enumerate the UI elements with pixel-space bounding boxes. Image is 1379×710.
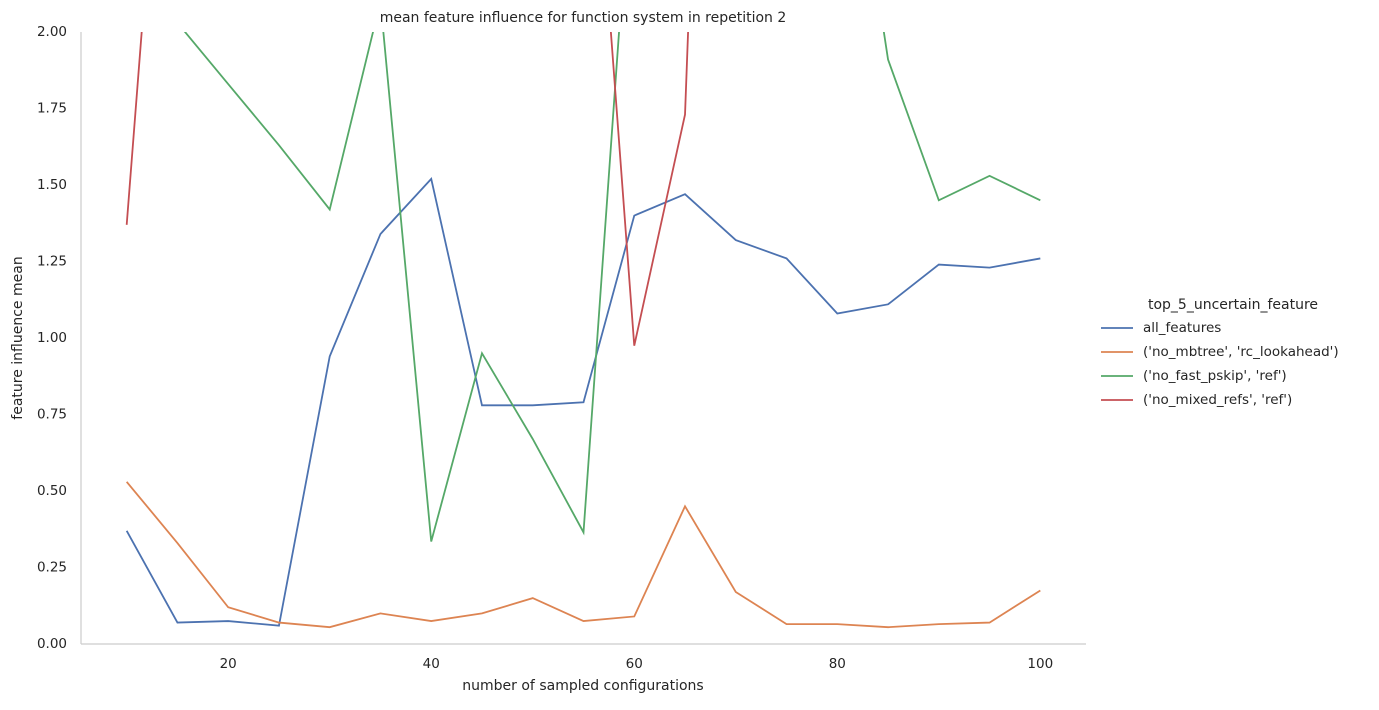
x-tick-label: 40 <box>423 656 440 672</box>
legend-label: ('no_mixed_refs', 'ref') <box>1143 392 1292 408</box>
y-tick-label: 0.75 <box>37 407 67 423</box>
y-tick-label: 1.00 <box>37 330 67 346</box>
legend-title: top_5_uncertain_feature <box>1148 297 1318 313</box>
x-tick-label: 60 <box>626 656 643 672</box>
legend-label: ('no_mbtree', 'rc_lookahead') <box>1143 344 1339 360</box>
y-tick-label: 0.00 <box>37 636 67 652</box>
y-tick-label: 1.25 <box>37 254 67 270</box>
series-line <box>183 32 1041 542</box>
y-tick-label: 0.25 <box>37 560 67 576</box>
x-tick-label: 100 <box>1027 656 1053 672</box>
x-tick-label: 80 <box>829 656 846 672</box>
series-line <box>125 177 1041 627</box>
x-tick-label: 20 <box>220 656 237 672</box>
plot-area <box>125 32 1041 629</box>
x-axis-label: number of sampled configurations <box>462 678 703 694</box>
series-line <box>125 481 1041 629</box>
y-tick-label: 0.50 <box>37 483 67 499</box>
y-tick-label: 2.00 <box>37 24 67 40</box>
legend-label: all_features <box>1143 320 1221 336</box>
y-axis-label: feature influence mean <box>10 256 26 419</box>
legend-label: ('no_fast_pskip', 'ref') <box>1143 368 1287 384</box>
chart-title: mean feature influence for function syst… <box>380 10 787 26</box>
series-line <box>125 32 689 346</box>
y-tick-label: 1.75 <box>37 101 67 117</box>
y-tick-label: 1.50 <box>37 177 67 193</box>
